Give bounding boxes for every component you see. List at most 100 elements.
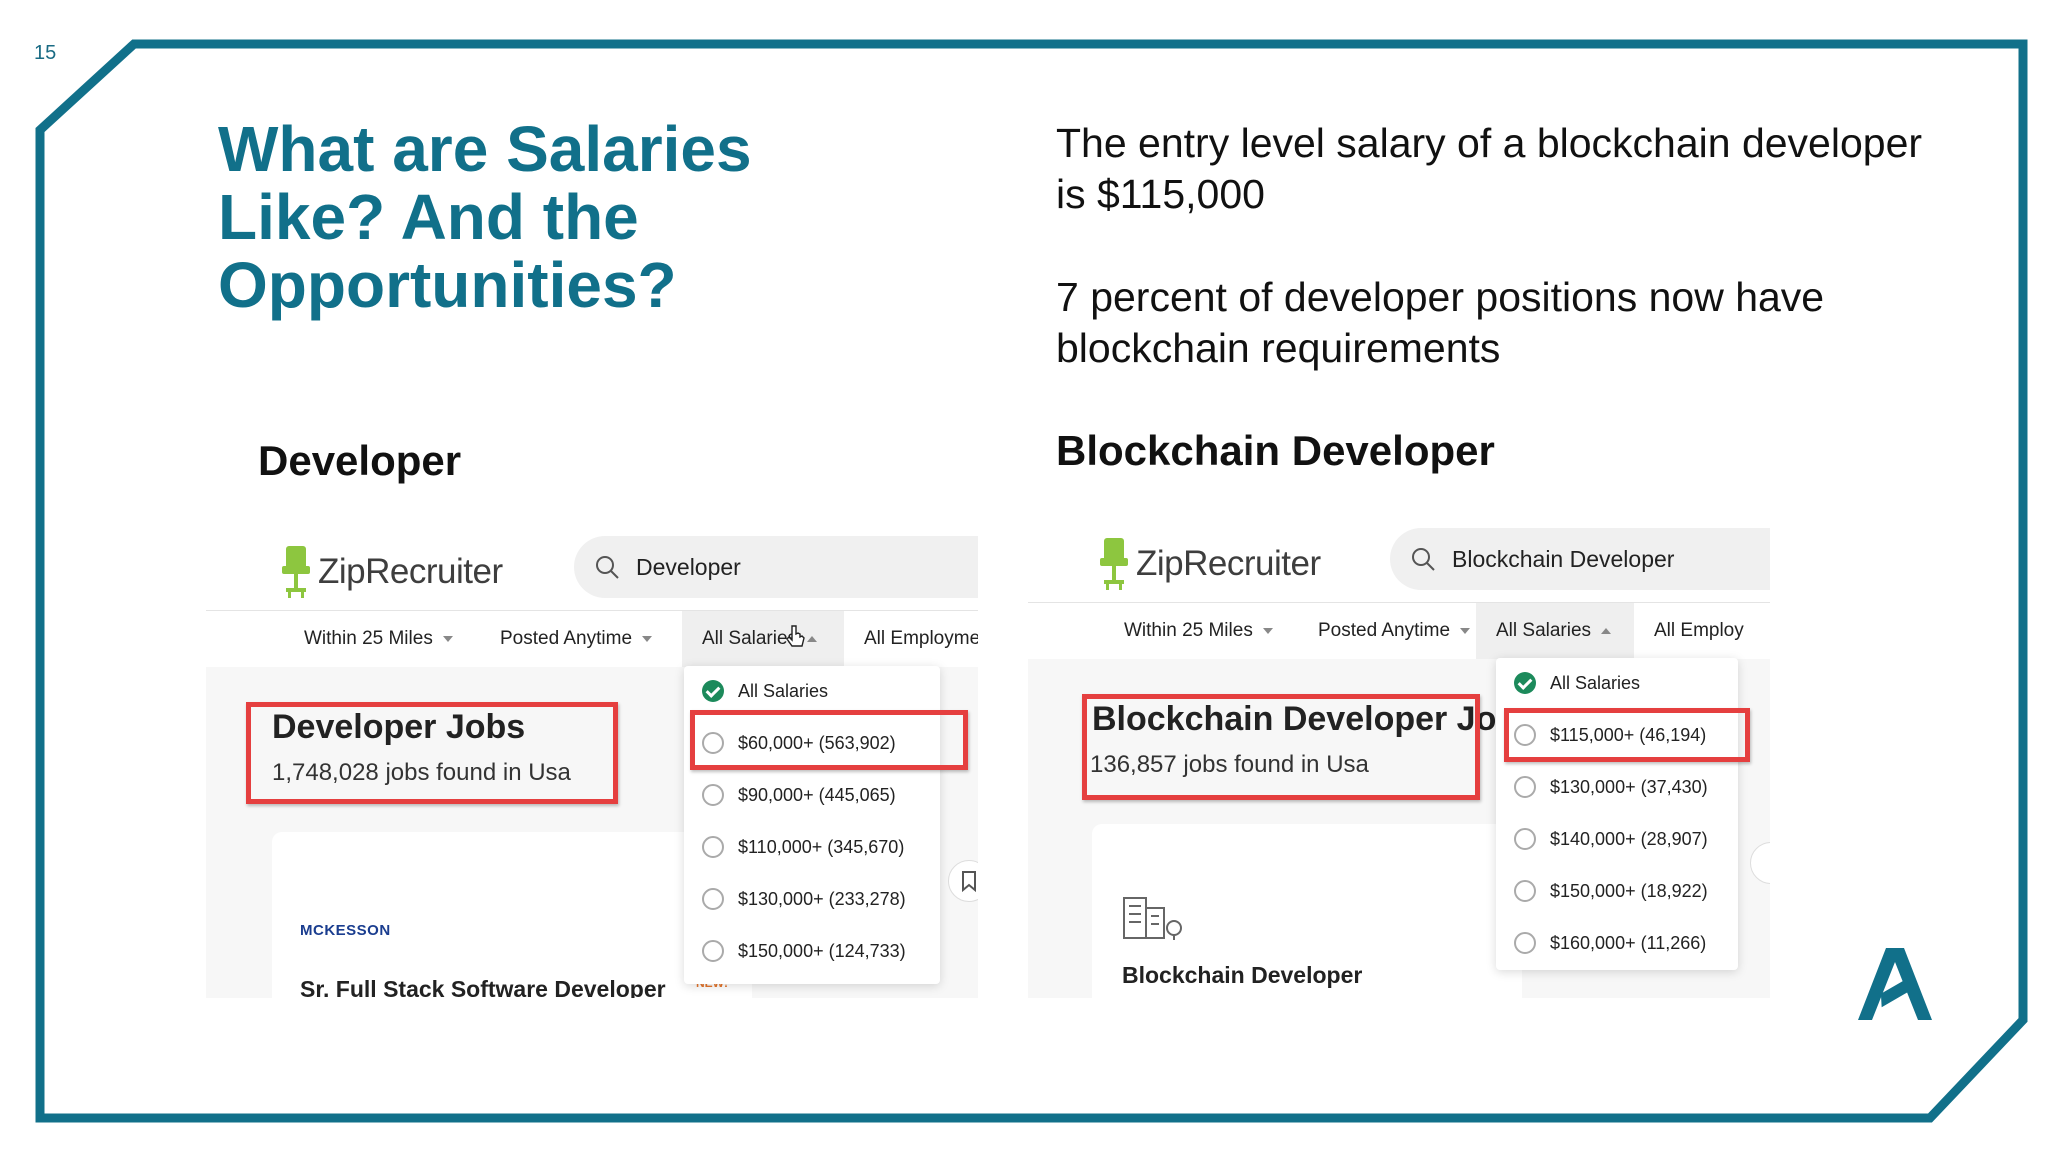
radio-icon bbox=[702, 836, 724, 858]
radio-icon bbox=[1514, 776, 1536, 798]
blockchain-developer-screenshot: ZipRecruiter Blockchain Developer Within… bbox=[1028, 522, 1770, 998]
ziprecruiter-chair-icon bbox=[282, 546, 310, 598]
jobs-count: 1,748,028 jobs found in Usa bbox=[272, 759, 571, 786]
blockchain-developer-label: Blockchain Developer bbox=[1056, 427, 1495, 474]
salary-option-label: $150,000+ (124,733) bbox=[738, 940, 906, 961]
search-value: Blockchain Developer bbox=[1452, 545, 1675, 572]
fact-entry-salary: The entry level salary of a blockchain d… bbox=[1056, 120, 1923, 217]
salary-option-label: $150,000+ (18,922) bbox=[1550, 880, 1708, 901]
salary-option-160k[interactable]: $160,000+ (11,266) bbox=[1514, 932, 1706, 954]
jobs-title: Developer Jobs bbox=[272, 708, 526, 746]
radio-icon bbox=[1514, 724, 1536, 746]
search-icon bbox=[596, 556, 619, 579]
building-icon bbox=[1123, 897, 1182, 940]
highlight-box-salary bbox=[690, 710, 968, 770]
caret-icon bbox=[1460, 628, 1471, 634]
salary-dropdown: All Salaries $60,000+ (563,902) $90,000+… bbox=[684, 666, 940, 984]
salary-option-label: $60,000+ (563,902) bbox=[738, 732, 896, 753]
filter-salaries-label: All Salaries bbox=[1496, 620, 1592, 641]
filter-distance-label: Within 25 Miles bbox=[1124, 620, 1253, 641]
cursor-icon bbox=[786, 625, 805, 647]
caret-icon bbox=[642, 636, 653, 642]
developer-label: Developer bbox=[258, 437, 462, 484]
filter-bar: Within 25 Miles Posted Anytime All Salar… bbox=[206, 610, 978, 667]
check-icon bbox=[702, 680, 724, 702]
search-input[interactable]: Blockchain Developer bbox=[1390, 528, 1770, 590]
filter-posted-label: Posted Anytime bbox=[500, 628, 633, 649]
filter-distance[interactable]: Within 25 Miles bbox=[1124, 620, 1273, 642]
salary-option-150k[interactable]: $150,000+ (124,733) bbox=[702, 940, 906, 962]
jobs-title: Blockchain Developer Jo bbox=[1092, 700, 1497, 738]
radio-icon bbox=[702, 732, 724, 754]
salary-option-60k[interactable]: $60,000+ (563,902) bbox=[702, 732, 896, 754]
salary-option-110k[interactable]: $110,000+ (345,670) bbox=[702, 836, 904, 858]
filter-salaries[interactable]: All Salaries bbox=[702, 628, 818, 650]
radio-icon bbox=[1514, 880, 1536, 902]
job-title[interactable]: Blockchain Developer bbox=[1122, 962, 1363, 988]
filter-distance[interactable]: Within 25 Miles bbox=[304, 628, 453, 650]
salary-option-label: $130,000+ (233,278) bbox=[738, 888, 906, 909]
ziprecruiter-chair-icon bbox=[1100, 538, 1128, 590]
salary-option-label: $90,000+ (445,065) bbox=[738, 784, 896, 805]
highlight-box-jobs bbox=[246, 702, 618, 804]
radio-icon bbox=[702, 784, 724, 806]
salary-option-all[interactable]: All Salaries bbox=[702, 680, 828, 702]
highlight-box-salary bbox=[1504, 708, 1750, 762]
ziprecruiter-wordmark: ZipRecruiter bbox=[318, 552, 503, 591]
caret-icon bbox=[442, 636, 453, 642]
jobs-count: 136,857 jobs found in Usa bbox=[1090, 751, 1369, 778]
filter-bar: Within 25 Miles Posted Anytime All Salar… bbox=[1028, 602, 1770, 659]
salary-option-all[interactable]: All Salaries bbox=[1514, 672, 1640, 694]
job-card[interactable] bbox=[272, 832, 752, 998]
salary-option-label: All Salaries bbox=[1550, 672, 1641, 693]
salary-option-115k[interactable]: $115,000+ (46,194) bbox=[1514, 724, 1706, 746]
caret-icon bbox=[1262, 628, 1273, 634]
bookmark-icon bbox=[962, 871, 976, 893]
salary-option-150k[interactable]: $150,000+ (18,922) bbox=[1514, 880, 1708, 902]
search-value: Developer bbox=[636, 553, 741, 580]
filter-employment[interactable]: All Employme bbox=[864, 628, 978, 650]
filter-salaries[interactable]: All Salaries bbox=[1496, 620, 1612, 642]
caret-up-icon bbox=[1601, 628, 1612, 634]
salary-option-140k[interactable]: $140,000+ (28,907) bbox=[1514, 828, 1708, 850]
check-icon bbox=[1514, 672, 1536, 694]
salary-option-130k[interactable]: $130,000+ (37,430) bbox=[1514, 776, 1708, 798]
caret-up-icon bbox=[807, 636, 818, 642]
filter-employment[interactable]: All Employ bbox=[1654, 620, 1744, 642]
filter-posted[interactable]: Posted Anytime bbox=[500, 628, 653, 650]
radio-icon bbox=[1514, 932, 1536, 954]
salary-option-label: $110,000+ (345,670) bbox=[738, 836, 905, 857]
salary-option-label: All Salaries bbox=[738, 680, 829, 701]
radio-icon bbox=[702, 940, 724, 962]
filter-salaries-label: All Salaries bbox=[702, 628, 798, 649]
company-name: MCKESSON bbox=[300, 922, 391, 939]
filter-distance-label: Within 25 Miles bbox=[304, 628, 433, 649]
bookmark-button[interactable] bbox=[948, 860, 978, 902]
search-icon bbox=[1412, 548, 1435, 571]
ziprecruiter-logo[interactable]: ZipRecruiter bbox=[1100, 534, 1321, 594]
salary-option-label: $130,000+ (37,430) bbox=[1550, 776, 1708, 797]
ziprecruiter-wordmark: ZipRecruiter bbox=[1136, 544, 1321, 583]
salary-option-label: $140,000+ (28,907) bbox=[1550, 828, 1708, 849]
radio-icon bbox=[702, 888, 724, 910]
salary-dropdown: All Salaries $115,000+ (46,194) $130,000… bbox=[1496, 658, 1738, 970]
page-number: 15 bbox=[34, 42, 57, 64]
filter-employment-label: All Employme bbox=[864, 628, 978, 649]
highlight-box-jobs bbox=[1082, 694, 1480, 800]
filter-employment-label: All Employ bbox=[1654, 620, 1744, 641]
filter-posted[interactable]: Posted Anytime bbox=[1318, 620, 1471, 642]
salary-option-130k[interactable]: $130,000+ (233,278) bbox=[702, 888, 906, 910]
fact-blockchain-requirements: 7 percent of developer positions now hav… bbox=[1056, 274, 1825, 371]
radio-icon bbox=[1514, 828, 1536, 850]
salary-option-label: $115,000+ (46,194) bbox=[1550, 724, 1707, 745]
job-title[interactable]: Sr. Full Stack Software Developer bbox=[300, 976, 666, 998]
salary-option-label: $160,000+ (11,266) bbox=[1550, 932, 1707, 953]
developer-screenshot: ZipRecruiter Developer Within 25 Miles P… bbox=[206, 530, 978, 998]
slide-title: What are Salaries Like? And the Opportun… bbox=[218, 113, 752, 321]
search-input[interactable]: Developer bbox=[574, 536, 978, 598]
ziprecruiter-logo[interactable]: ZipRecruiter bbox=[282, 542, 503, 602]
algorand-logo-icon bbox=[1858, 948, 1932, 1020]
salary-option-90k[interactable]: $90,000+ (445,065) bbox=[702, 784, 896, 806]
filter-posted-label: Posted Anytime bbox=[1318, 620, 1451, 641]
